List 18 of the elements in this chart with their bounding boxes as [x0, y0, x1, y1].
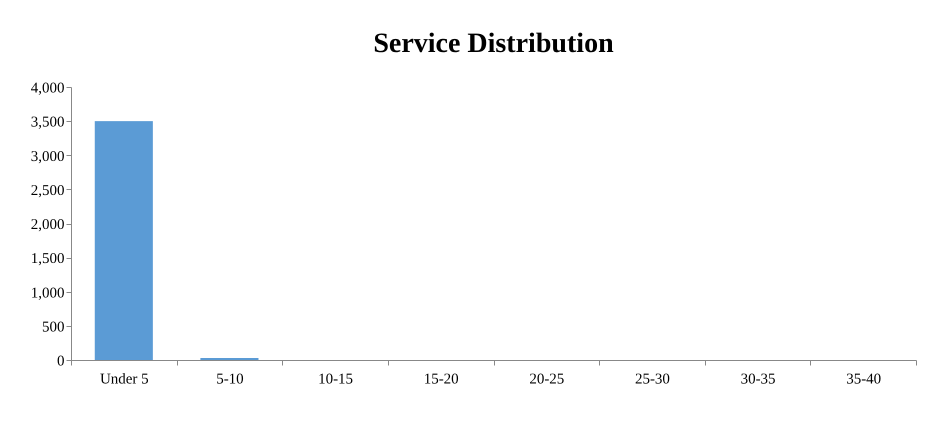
x-tick-label: 5-10: [216, 372, 244, 388]
y-tick-label: 3,500: [30, 114, 64, 131]
y-tick-label: 4,000: [30, 80, 64, 96]
y-tick-label: 500: [42, 319, 64, 336]
chart-title: Service Distribution: [373, 28, 614, 59]
x-tick-label: 10-15: [318, 372, 354, 388]
y-tick-label: 0: [57, 354, 64, 370]
y-tick-label: 2,000: [30, 217, 64, 233]
y-tick-label: 1,000: [30, 285, 64, 302]
x-tick-label: 35-40: [846, 372, 882, 388]
x-tick-label: Under 5: [100, 372, 149, 388]
x-tick-label: 15-20: [424, 372, 459, 388]
x-tick-label: 30-35: [740, 372, 776, 388]
y-tick-label: 3,000: [30, 148, 64, 165]
y-tick-label: 1,500: [30, 251, 64, 268]
x-tick-label: 25-30: [634, 372, 670, 388]
y-tick-label: 2,500: [30, 182, 64, 199]
x-tick-label: 20-25: [529, 372, 564, 388]
